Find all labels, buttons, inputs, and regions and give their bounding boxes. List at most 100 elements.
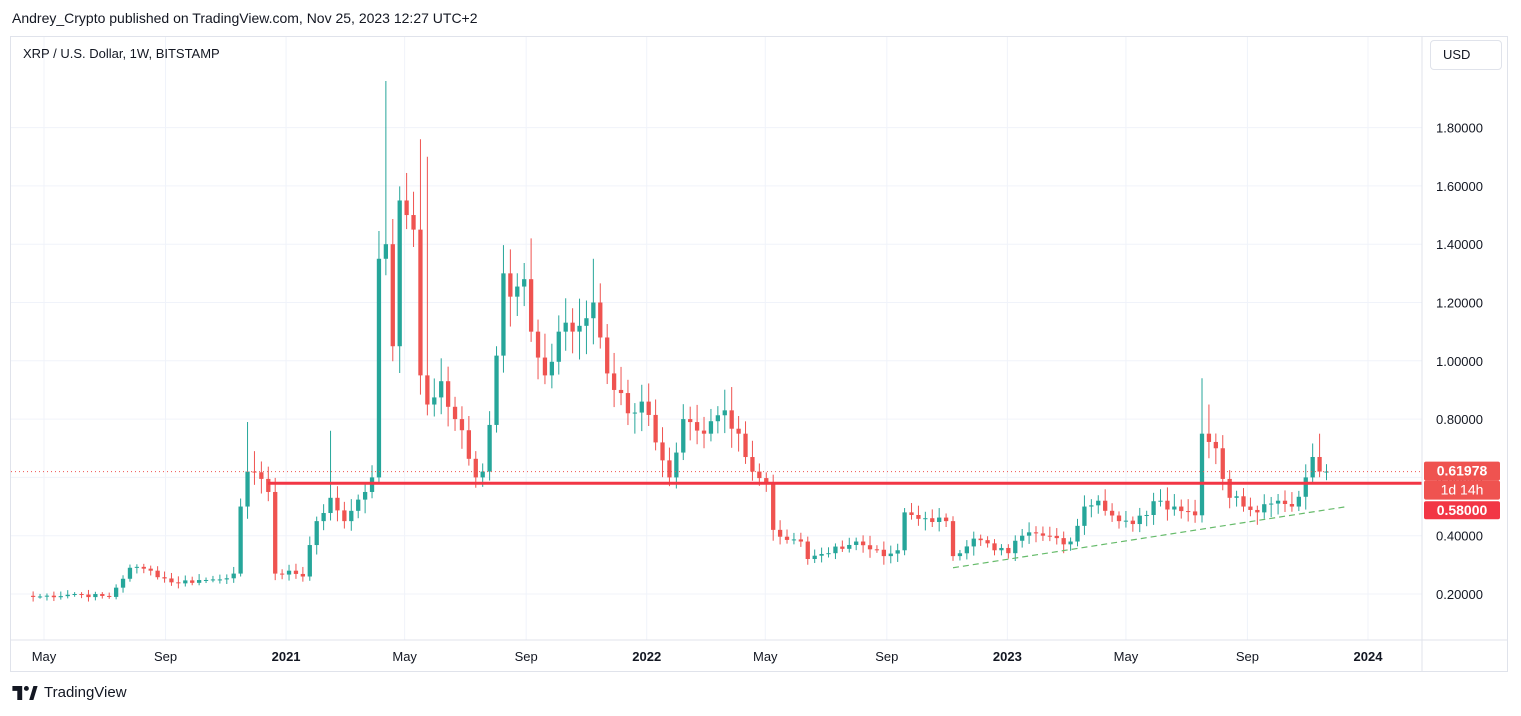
candle-body: [203, 579, 209, 581]
currency-button[interactable]: USD: [1430, 40, 1502, 70]
tradingview-brand[interactable]: TradingView: [12, 684, 127, 701]
candle-body: [439, 381, 444, 398]
candle-body: [93, 594, 98, 598]
candle: [273, 477, 278, 581]
candle: [605, 324, 610, 385]
candle-body: [480, 471, 485, 478]
candle-body: [383, 244, 389, 259]
candle: [895, 543, 900, 562]
candle-body: [1220, 448, 1225, 479]
candle-body: [840, 546, 845, 549]
candle: [1165, 487, 1170, 521]
candle: [328, 430, 333, 521]
candle-body: [162, 577, 167, 579]
candle-body: [909, 512, 914, 515]
x-tick-label: 2024: [1354, 649, 1384, 664]
candle-body: [1089, 505, 1094, 507]
candle-body: [923, 518, 928, 520]
candle-body: [646, 401, 651, 415]
candle: [854, 537, 859, 551]
candle-body: [992, 543, 997, 551]
candle: [736, 415, 741, 452]
candle-body: [1192, 511, 1198, 516]
candle-body: [279, 573, 285, 575]
candle-body: [964, 546, 969, 554]
candle: [722, 389, 727, 434]
candle-body: [902, 512, 907, 551]
candle: [79, 592, 84, 599]
candle: [1289, 492, 1295, 512]
price-labels: 0.61978 1d 14h 0.58000: [1424, 461, 1500, 520]
candle: [459, 406, 465, 449]
y-tick-label: 1.40000: [1436, 237, 1483, 252]
candle-body: [570, 322, 575, 332]
candle-body: [432, 397, 437, 405]
candle: [452, 396, 458, 431]
candle: [487, 411, 492, 481]
candle: [501, 245, 506, 373]
candle-body: [190, 580, 195, 583]
candle: [1068, 537, 1073, 551]
candle: [943, 513, 949, 527]
candle: [660, 427, 665, 478]
candle: [881, 541, 886, 565]
candle: [1303, 464, 1308, 510]
candle-body: [750, 457, 755, 472]
candle: [860, 535, 866, 553]
candle: [708, 408, 714, 442]
publisher-attribution: Andrey_Crypto published on TradingView.c…: [12, 10, 478, 26]
candle-body: [771, 483, 776, 530]
candle-body: [1130, 520, 1135, 525]
candle-body: [660, 442, 665, 461]
candle-body: [943, 517, 949, 522]
candle: [577, 298, 582, 360]
candle: [162, 571, 167, 583]
candle-body: [349, 510, 354, 522]
candle-body: [957, 553, 963, 557]
candle-body: [1137, 515, 1142, 525]
candle-body: [65, 594, 70, 597]
candle: [176, 576, 181, 589]
candle: [30, 591, 36, 602]
candle: [203, 577, 209, 584]
candle-body: [1116, 515, 1122, 522]
candle: [992, 539, 997, 556]
x-tick-label: 2022: [632, 649, 661, 664]
candle: [833, 543, 838, 560]
candle: [356, 494, 361, 519]
candle: [674, 442, 679, 489]
candle-body: [985, 540, 990, 544]
candle: [1248, 497, 1253, 517]
candle-body: [452, 406, 458, 420]
candle: [694, 404, 700, 445]
candle-body: [44, 595, 50, 597]
candle: [113, 584, 119, 600]
candle: [72, 592, 77, 597]
candle-body: [978, 538, 983, 541]
candle-body: [833, 546, 838, 554]
candle-body: [535, 331, 541, 358]
level-price-label-bg: [1424, 501, 1500, 520]
candle: [1151, 492, 1156, 525]
candle-body: [459, 419, 465, 431]
candle-body: [1282, 500, 1288, 505]
candle-body: [217, 579, 223, 581]
candle: [791, 532, 797, 545]
candle-body: [895, 550, 900, 554]
candle-body: [611, 373, 617, 390]
candle: [1275, 493, 1281, 515]
candle-body: [266, 478, 271, 492]
candle-body: [376, 258, 382, 478]
candle: [300, 566, 306, 582]
x-tick-label: 2023: [993, 649, 1022, 664]
candle: [819, 547, 824, 563]
candle: [1199, 378, 1205, 523]
candle: [784, 529, 790, 544]
candle: [826, 547, 831, 558]
candle-body: [1040, 533, 1046, 536]
candle-body: [176, 582, 181, 584]
x-tick-label: Sep: [1236, 649, 1259, 664]
candle: [999, 544, 1004, 556]
candle: [93, 591, 98, 601]
